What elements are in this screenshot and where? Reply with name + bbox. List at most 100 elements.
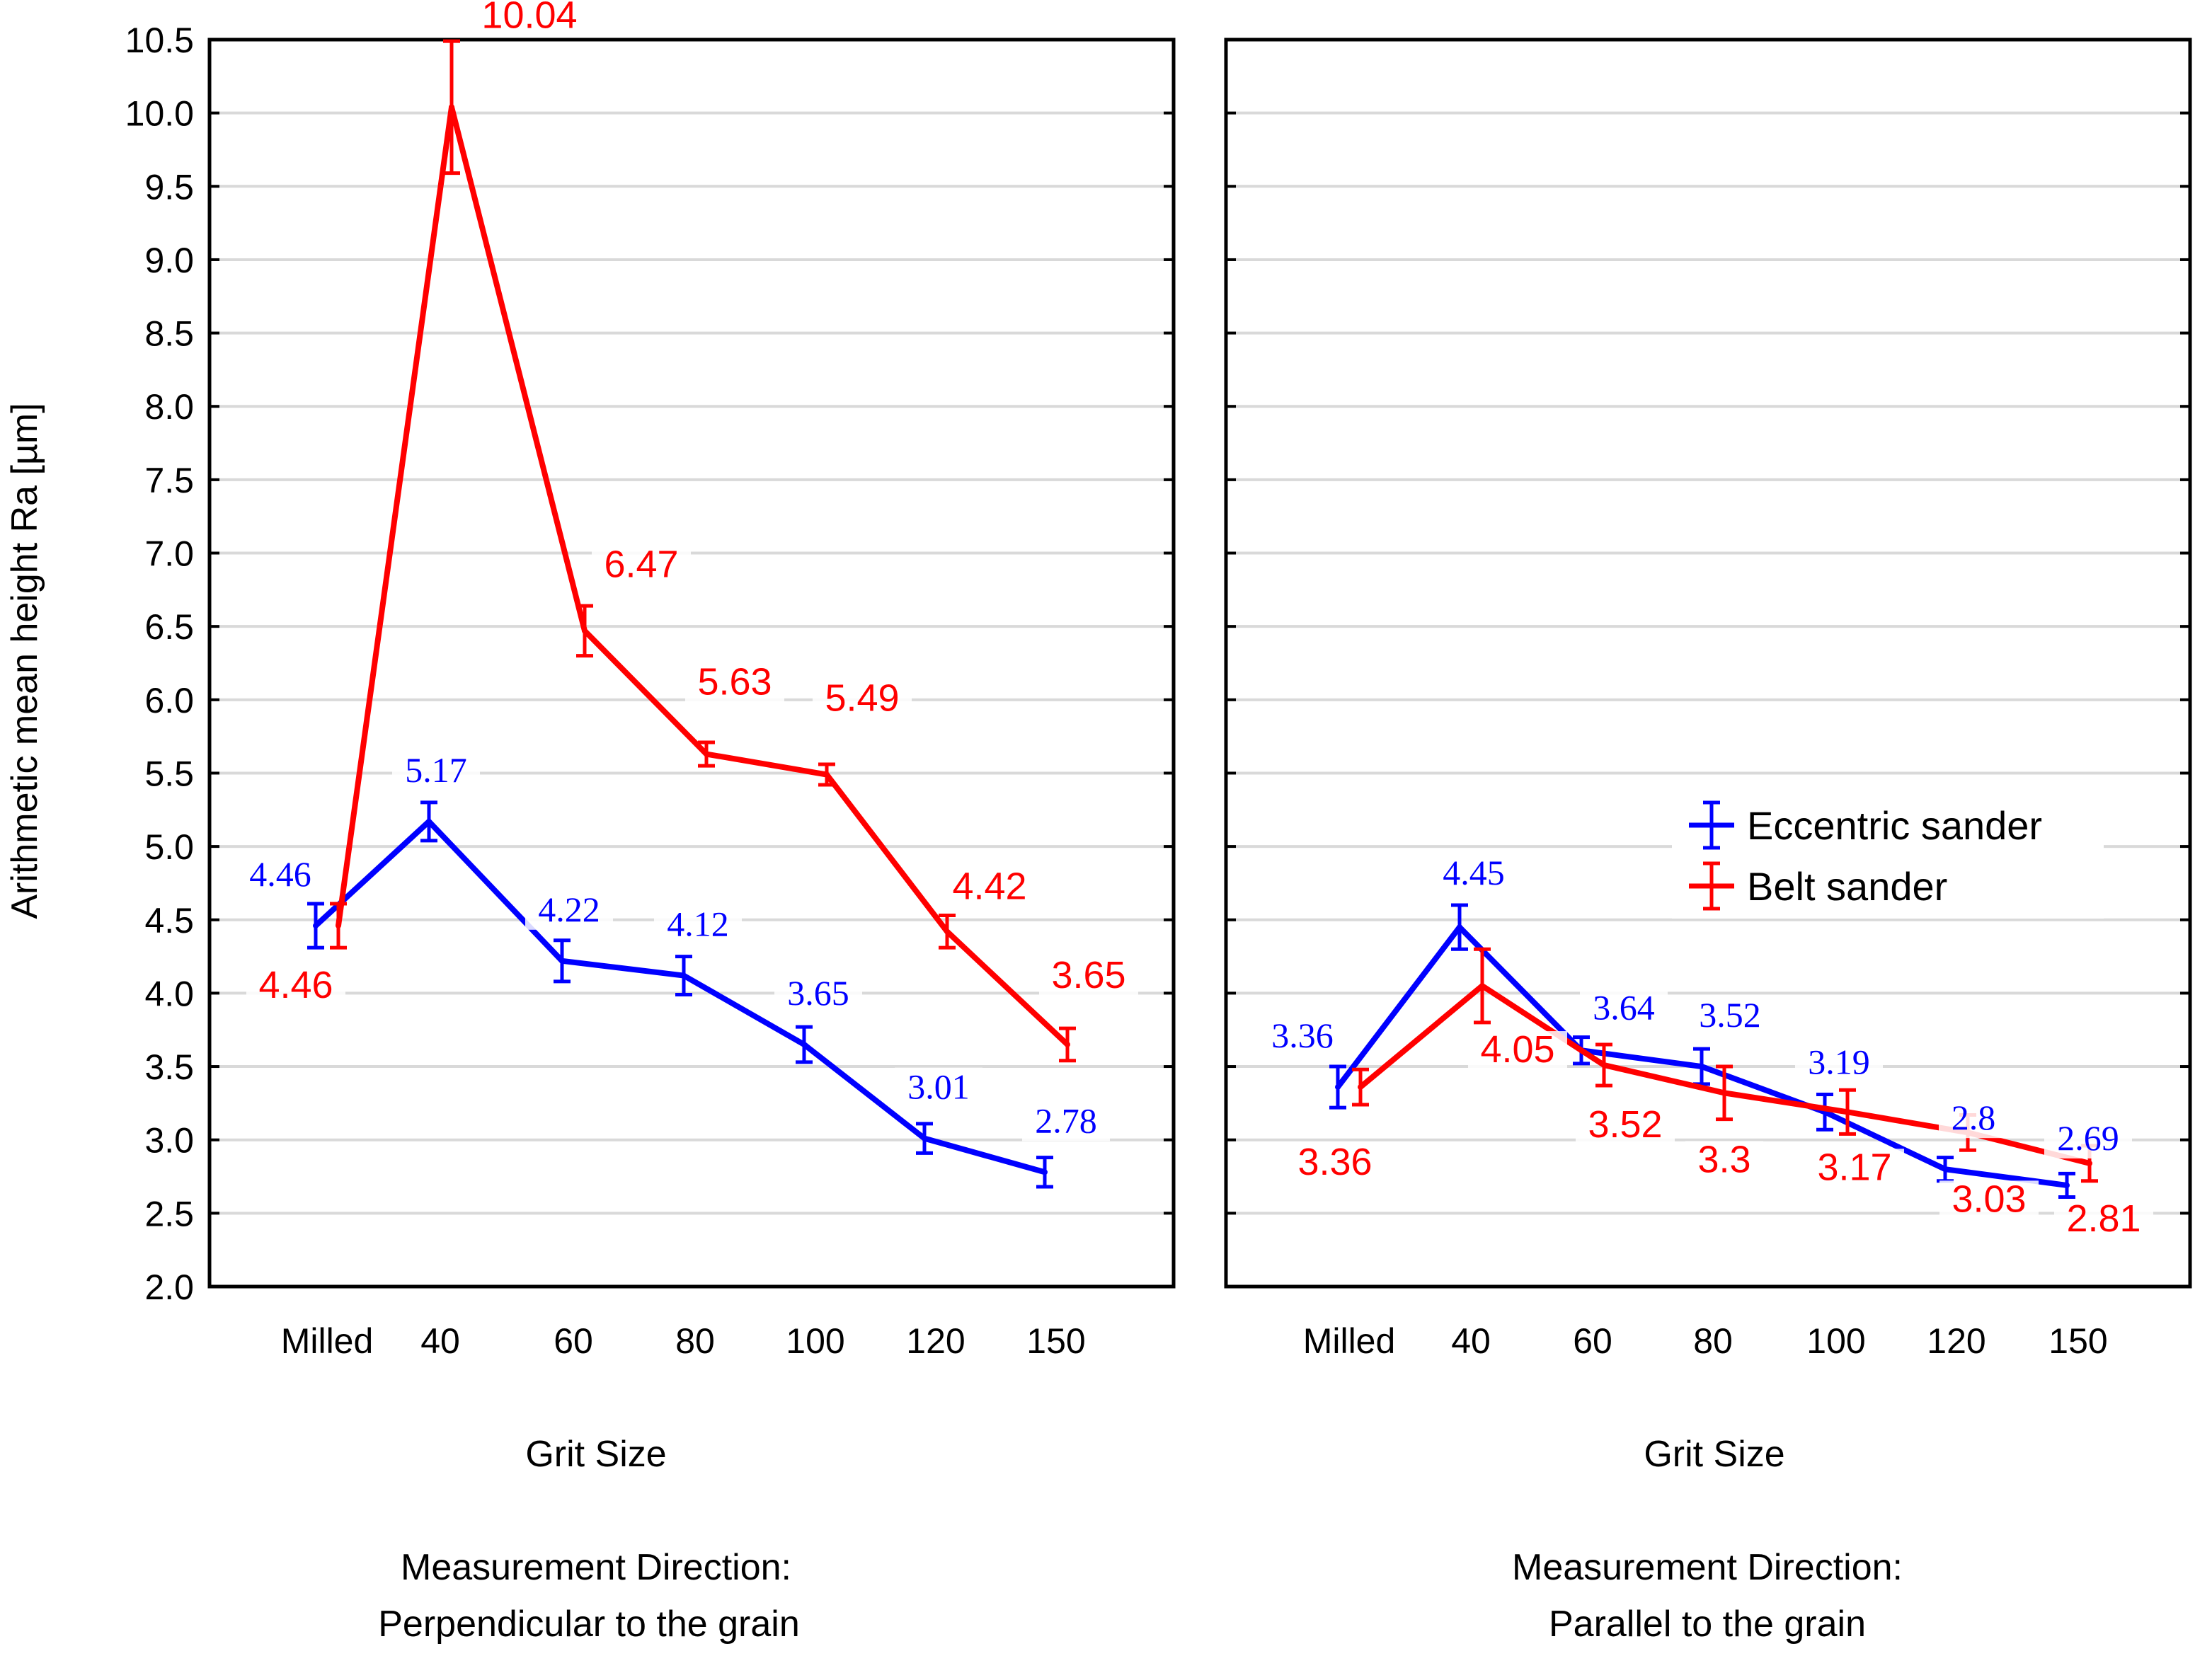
data-point-p1-s1-1 xyxy=(1479,983,1485,989)
ytick-label-14: 9.0 xyxy=(144,241,194,280)
data-label-p1-s0-2: 3.64 xyxy=(1593,987,1655,1027)
data-label-bg-p1-s1-2 xyxy=(1576,1105,1675,1146)
xtick-label-p1-5: 120 xyxy=(1927,1321,1985,1361)
errorbar-p1-s1-1 xyxy=(1474,947,1491,1025)
data-point-p1-s0-6 xyxy=(2064,1182,2070,1188)
label-layer: 4.46 5.17 4.22 4.12 3.65 3.01 2.78 4.46 10.04 6.4… xyxy=(236,0,2153,1240)
panel-caption-right-line2: Parallel to the grain xyxy=(1549,1604,1866,1645)
data-point-p0-s1-3 xyxy=(704,751,709,757)
ytick-label-17: 10.5 xyxy=(125,21,194,60)
data-label-bg-p0-s1-4 xyxy=(813,679,912,720)
data-label-bg-p0-s0-2 xyxy=(525,890,613,930)
x-axis-title-right: Grit Size xyxy=(1644,1434,1784,1475)
data-label-bg-p1-s0-2 xyxy=(1580,988,1668,1028)
ytick-label-0: 2.0 xyxy=(144,1267,194,1307)
data-label-bg-p0-s1-3 xyxy=(685,663,784,703)
data-label-bg-p1-s0-1 xyxy=(1430,853,1518,894)
legend: Eccentric sander Belt sander xyxy=(1672,791,2104,919)
data-label-p1-s0-0: 3.36 xyxy=(1271,1016,1334,1055)
data-point-p0-s1-0 xyxy=(336,923,341,929)
legend-label-eccentric: Eccentric sander xyxy=(1747,803,2042,848)
errorbar-p0-s1-3 xyxy=(698,740,715,768)
ytick-label-7: 5.5 xyxy=(144,754,194,793)
legend-entry-belt: Belt sander xyxy=(1689,861,1947,911)
data-label-bg-p1-s0-6 xyxy=(2044,1118,2132,1158)
data-label-p0-s0-3: 4.12 xyxy=(667,904,729,944)
xtick-label-p1-2: 60 xyxy=(1573,1321,1612,1361)
xtick-label-p1-6: 150 xyxy=(2048,1321,2107,1361)
legend-background xyxy=(1672,791,2104,919)
errorbar-p0-s0-6 xyxy=(1036,1156,1053,1189)
ytick-label-11: 7.5 xyxy=(144,461,194,500)
data-label-p1-s0-6: 2.69 xyxy=(2057,1118,2119,1158)
errorbar-p0-s1-4 xyxy=(818,762,835,787)
data-label-bg-p1-s1-3 xyxy=(1685,1141,1763,1181)
errorbar-p1-s1-3 xyxy=(1716,1064,1733,1122)
ytick-label-8: 6.0 xyxy=(144,681,194,720)
errorbar-p1-s0-6 xyxy=(2058,1171,2075,1200)
data-point-p0-s0-0 xyxy=(313,923,319,929)
data-point-p0-s1-2 xyxy=(582,628,588,634)
ytick-label-3: 3.5 xyxy=(144,1047,194,1087)
data-point-p1-s0-0 xyxy=(1335,1084,1341,1091)
data-point-p1-s1-0 xyxy=(1358,1084,1363,1091)
data-point-p0-s1-6 xyxy=(1065,1041,1070,1047)
data-point-p0-s1-4 xyxy=(824,771,830,778)
errorbar-p0-s0-0 xyxy=(307,902,324,950)
ytick-label-2: 3.0 xyxy=(144,1121,194,1161)
ytick-label-16: 10.0 xyxy=(125,94,194,134)
xtick-label-p1-3: 80 xyxy=(1693,1321,1733,1361)
errorbar-p0-s1-6 xyxy=(1059,1026,1076,1063)
ytick-label-5: 4.5 xyxy=(144,901,194,941)
data-label-bg-p0-s0-5 xyxy=(895,1067,982,1108)
data-label-p1-s1-5: 3.03 xyxy=(1952,1178,2026,1220)
errorbar-p0-s0-2 xyxy=(554,938,571,984)
data-label-bg-p0-s1-2 xyxy=(592,546,691,586)
data-point-p1-s1-4 xyxy=(1845,1109,1850,1115)
data-label-p0-s1-4: 5.49 xyxy=(825,677,899,720)
data-label-p0-s0-4: 3.65 xyxy=(787,973,849,1013)
data-label-p0-s0-6: 2.78 xyxy=(1035,1100,1097,1140)
data-label-p0-s1-1: 10.04 xyxy=(481,0,577,36)
xtick-label-p0-1: 40 xyxy=(420,1321,460,1361)
data-label-bg-p0-s1-0 xyxy=(246,967,345,1007)
legend-entry-eccentric: Eccentric sander xyxy=(1689,800,2042,850)
errorbar-p0-s1-1 xyxy=(443,39,460,176)
x-axis-title-left: Grit Size xyxy=(525,1434,666,1475)
data-label-bg-p1-s0-0 xyxy=(1259,1016,1346,1057)
errorbar-p0-s1-5 xyxy=(939,914,956,950)
data-label-bg-p0-s1-6 xyxy=(1039,956,1138,996)
errorbar-p1-s1-0 xyxy=(1352,1067,1369,1107)
errorbar-p0-s0-5 xyxy=(916,1122,933,1155)
errorbar-p0-s0-1 xyxy=(420,800,437,843)
xtick-label-p0-6: 150 xyxy=(1026,1321,1085,1361)
data-label-bg-p1-s0-3 xyxy=(1686,996,1774,1036)
errorbar-p0-s1-0 xyxy=(330,902,347,950)
data-label-p1-s0-3: 3.52 xyxy=(1699,995,1761,1035)
panel-caption-left-line1: Measurement Direction: xyxy=(401,1547,791,1588)
data-label-p0-s1-5: 4.42 xyxy=(952,865,1026,907)
data-label-bg-p1-s1-5 xyxy=(1939,1180,2039,1221)
data-label-p1-s1-6: 2.81 xyxy=(2066,1197,2141,1240)
data-label-bg-p0-s0-6 xyxy=(1022,1101,1110,1141)
data-label-p1-s0-5: 2.8 xyxy=(1952,1098,1996,1137)
xtick-label-p0-2: 60 xyxy=(554,1321,593,1361)
data-label-p1-s0-1: 4.45 xyxy=(1443,853,1505,892)
xtick-label-p1-1: 40 xyxy=(1451,1321,1491,1361)
data-label-p0-s1-0: 4.46 xyxy=(258,964,333,1006)
xtick-label-p1-4: 100 xyxy=(1806,1321,1865,1361)
data-point-p1-s0-5 xyxy=(1942,1166,1948,1173)
data-point-p1-s1-2 xyxy=(1601,1062,1607,1068)
data-point-p1-s1-3 xyxy=(1721,1090,1727,1096)
xtick-label-p1-0: Milled xyxy=(1303,1321,1396,1361)
data-point-p0-s1-1 xyxy=(449,104,454,110)
ytick-label-6: 5.0 xyxy=(144,827,194,867)
data-label-bg-p1-s1-4 xyxy=(1805,1149,1904,1189)
data-label-p1-s0-4: 3.19 xyxy=(1808,1042,1870,1081)
plot-frame-p0 xyxy=(207,38,1176,1289)
frame-layer xyxy=(207,38,2192,1289)
xtick-label-p0-4: 100 xyxy=(786,1321,844,1361)
data-label-bg-p0-s0-3 xyxy=(654,904,742,945)
data-label-p0-s1-3: 5.63 xyxy=(697,661,772,703)
